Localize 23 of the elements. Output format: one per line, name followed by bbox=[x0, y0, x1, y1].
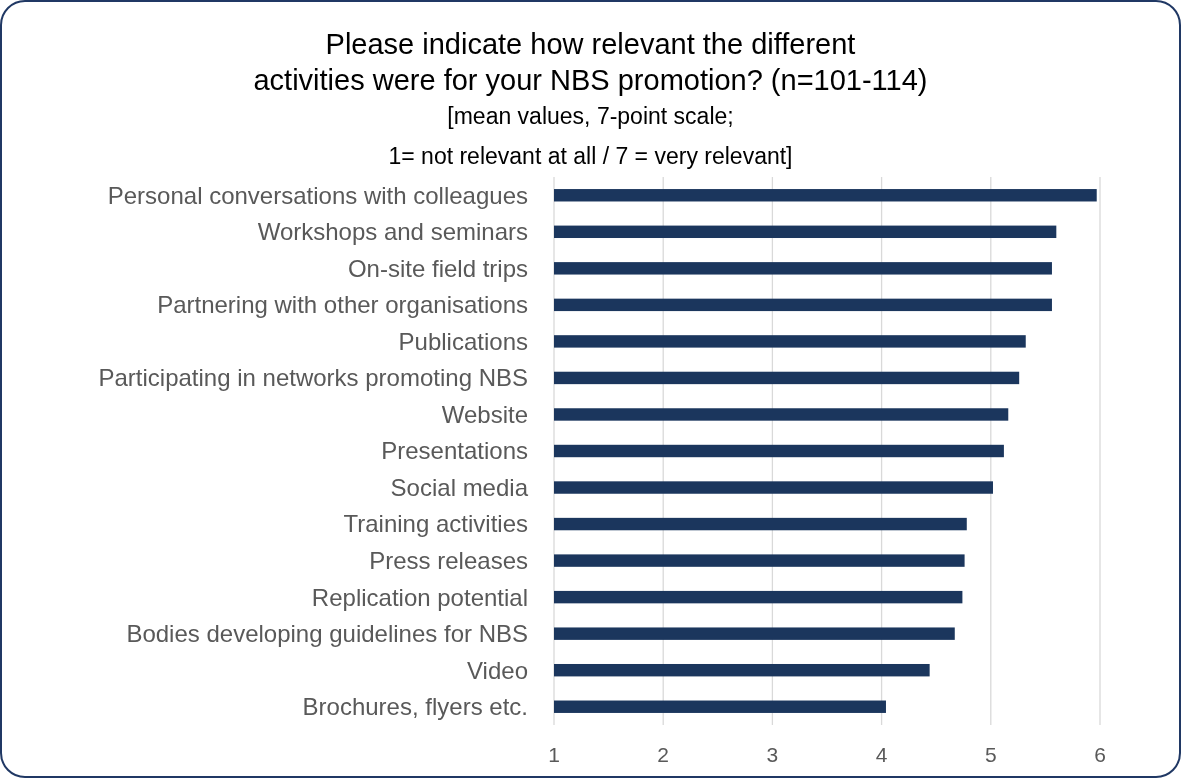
y-tick-label: Social media bbox=[390, 473, 529, 501]
y-tick-label: Workshops and seminars bbox=[257, 218, 528, 246]
y-tick-label: Publications bbox=[398, 327, 528, 355]
y-tick-label: Personal conversations with colleagues bbox=[107, 181, 528, 209]
y-tick-label: Brochures, flyers etc. bbox=[302, 693, 528, 721]
y-tick-label: Website bbox=[441, 400, 528, 428]
x-tick-label: 5 bbox=[984, 743, 997, 767]
y-tick-label: Video bbox=[467, 656, 528, 684]
y-tick-label: Participating in networks promoting NBS bbox=[98, 364, 528, 392]
x-tick-label: 3 bbox=[766, 743, 779, 767]
y-tick-label: On-site field trips bbox=[347, 254, 528, 282]
chart-subtitle: [mean values, 7-point scale; 1= not relevant at all / 7 = very relevant] bbox=[388, 103, 793, 169]
y-tick-label: Presentations bbox=[381, 437, 528, 465]
x-tick-label: 6 bbox=[1094, 743, 1106, 767]
y-tick-label: Bodies developing guidelines for NBS bbox=[126, 620, 528, 648]
x-tick-label: 2 bbox=[657, 743, 670, 767]
chart-title: Please indicate how relevant the different activities were for your NBS promotion? (n=101-114) bbox=[253, 28, 928, 96]
y-tick-label: Training activities bbox=[343, 510, 528, 538]
y-tick-label: Replication potential bbox=[311, 583, 528, 611]
x-tick-label: 1 bbox=[548, 743, 560, 767]
y-tick-label: Press releases bbox=[369, 547, 528, 574]
x-tick-label: 4 bbox=[875, 743, 888, 767]
y-tick-label: Partnering with other organisations bbox=[157, 291, 528, 319]
